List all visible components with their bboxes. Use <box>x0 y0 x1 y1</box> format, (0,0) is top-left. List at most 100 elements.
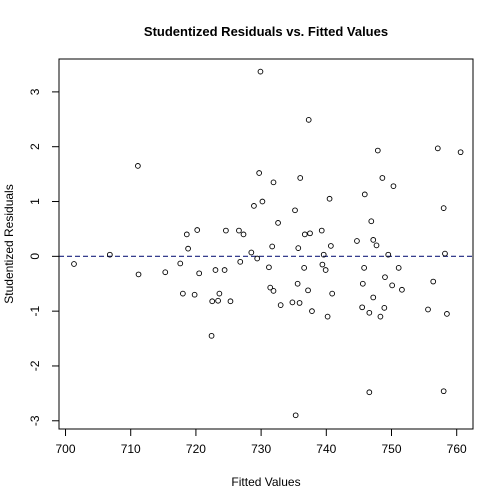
data-point <box>107 251 113 258</box>
data-point <box>289 299 296 306</box>
data-point <box>135 163 141 169</box>
data-point <box>71 261 77 267</box>
data-point <box>305 116 312 123</box>
data-point <box>318 227 325 234</box>
data-point <box>444 311 450 317</box>
data-point <box>240 231 247 238</box>
data-point <box>237 258 244 265</box>
data-point <box>208 332 215 339</box>
data-point <box>379 175 386 181</box>
data-point <box>277 302 284 308</box>
data-point <box>399 286 405 293</box>
data-point <box>216 290 223 297</box>
data-point <box>180 290 186 297</box>
y-tick-label: 0 <box>28 253 42 260</box>
data-point <box>382 274 388 281</box>
data-point <box>212 267 219 273</box>
x-tick-label: 760 <box>447 442 467 456</box>
data-point <box>329 290 336 297</box>
x-tick-label: 730 <box>251 442 271 456</box>
data-point <box>434 145 441 152</box>
data-point <box>215 297 221 304</box>
y-tick-label: -2 <box>28 360 42 371</box>
y-tick-label: 1 <box>28 198 42 205</box>
data-point <box>251 203 257 209</box>
data-point <box>381 305 388 311</box>
plot-frame <box>58 58 474 430</box>
data-point <box>368 218 375 225</box>
data-point <box>135 271 142 278</box>
y-tick-label: -3 <box>28 415 42 426</box>
x-tick-label: 750 <box>381 442 401 456</box>
data-point <box>269 243 276 250</box>
data-point <box>366 309 373 316</box>
data-point <box>322 267 329 273</box>
data-point <box>257 68 264 75</box>
data-point <box>191 291 198 298</box>
data-point <box>256 170 263 176</box>
data-point <box>294 280 301 287</box>
data-point <box>296 300 303 306</box>
data-point <box>183 231 190 238</box>
data-point <box>440 205 447 211</box>
data-point <box>370 237 377 243</box>
y-tick-label: 3 <box>28 88 42 95</box>
data-point <box>162 269 169 276</box>
data-point <box>389 282 396 289</box>
data-point <box>361 264 367 271</box>
data-point <box>374 147 381 154</box>
data-point <box>366 389 373 396</box>
y-tick-label: -1 <box>28 305 42 316</box>
data-point <box>177 260 184 267</box>
data-point <box>227 298 234 305</box>
data-point <box>305 287 311 294</box>
x-tick-label: 700 <box>56 442 76 456</box>
x-tick-label: 710 <box>121 442 141 456</box>
x-tick-label: 740 <box>316 442 336 456</box>
data-points <box>71 68 464 419</box>
x-tick-label: 720 <box>186 442 206 456</box>
data-point <box>395 264 402 271</box>
data-point <box>442 250 448 257</box>
data-point <box>326 195 333 202</box>
data-point <box>359 304 366 311</box>
data-point <box>275 220 281 226</box>
data-point <box>259 198 266 205</box>
data-point <box>267 284 274 291</box>
data-point <box>328 243 334 249</box>
data-point <box>292 412 299 419</box>
data-point <box>248 249 255 256</box>
data-point <box>223 227 229 234</box>
data-point <box>236 227 242 234</box>
data-point <box>209 298 216 305</box>
data-point <box>307 230 313 237</box>
y-axis-label: Studentized Residuals <box>2 184 16 303</box>
data-point <box>309 308 315 314</box>
data-point <box>266 264 272 271</box>
data-point <box>457 149 464 156</box>
data-point <box>361 191 368 198</box>
data-point <box>292 207 298 214</box>
data-point <box>430 278 437 285</box>
data-point <box>370 294 377 301</box>
data-point <box>425 306 431 313</box>
data-point <box>385 251 392 258</box>
data-point <box>295 245 302 251</box>
data-point <box>301 264 307 271</box>
data-point <box>270 288 277 294</box>
y-tick-label: 2 <box>28 143 42 150</box>
data-point <box>254 255 261 262</box>
data-point <box>301 231 308 238</box>
x-axis-label: Fitted Values <box>231 475 300 489</box>
data-point <box>373 242 380 249</box>
data-point <box>377 313 384 320</box>
data-point <box>440 388 447 395</box>
data-point <box>194 227 201 233</box>
data-point <box>319 261 326 268</box>
data-point <box>354 238 360 244</box>
data-point <box>221 267 228 273</box>
data-point <box>324 313 331 320</box>
data-point <box>196 270 203 277</box>
data-point <box>320 251 327 258</box>
